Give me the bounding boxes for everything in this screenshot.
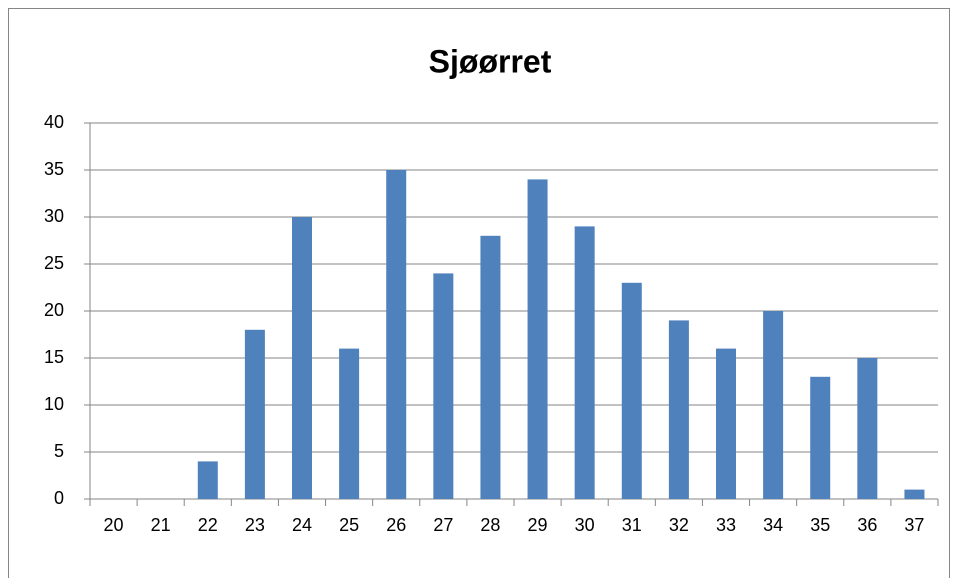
chart-title: Sjøørret <box>429 43 552 79</box>
x-tick-label: 23 <box>245 515 265 535</box>
y-tick-label: 15 <box>44 347 64 367</box>
x-tick-label: 28 <box>480 515 500 535</box>
bar <box>197 461 218 499</box>
bar <box>480 235 501 500</box>
x-tick-label: 35 <box>810 515 830 535</box>
y-tick-label: 20 <box>44 300 64 320</box>
x-tick-label: 21 <box>151 515 171 535</box>
y-tick-label: 30 <box>44 206 64 226</box>
bar <box>716 348 736 499</box>
x-tick-label: 32 <box>669 515 689 535</box>
y-tick-label: 5 <box>54 441 64 461</box>
x-tick-label: 22 <box>198 515 218 535</box>
y-tick-label: 35 <box>44 159 64 179</box>
bar <box>244 329 265 499</box>
x-tick-label: 30 <box>575 515 595 535</box>
bar <box>339 348 360 499</box>
y-tick-label: 40 <box>44 112 64 132</box>
bar <box>810 376 831 499</box>
y-tick-label: 10 <box>44 394 64 414</box>
bar <box>904 489 925 499</box>
x-tick-label: 26 <box>386 515 406 535</box>
bar <box>668 320 689 499</box>
bar <box>386 170 407 499</box>
x-tick-label: 20 <box>104 515 124 535</box>
x-tick-label: 24 <box>292 515 312 535</box>
bar <box>574 226 595 499</box>
bar <box>763 311 784 499</box>
bar <box>621 282 642 499</box>
x-tick-label: 31 <box>622 515 642 535</box>
chart-frame <box>8 8 950 578</box>
x-tick-label: 29 <box>528 515 548 535</box>
bar <box>433 273 454 499</box>
x-tick-label: 27 <box>433 515 453 535</box>
x-tick-label: 36 <box>857 515 877 535</box>
bar <box>857 358 878 499</box>
x-tick-label: 33 <box>716 515 736 535</box>
x-tick-label: 34 <box>763 515 783 535</box>
y-tick-label: 25 <box>44 253 64 273</box>
y-tick-label: 0 <box>54 488 64 508</box>
bar <box>292 217 312 499</box>
x-tick-label: 25 <box>339 515 359 535</box>
x-tick-label: 37 <box>904 515 924 535</box>
bar <box>527 179 548 499</box>
